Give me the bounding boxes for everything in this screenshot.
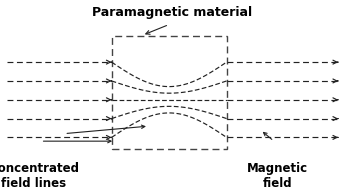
Text: Concentrated
field lines: Concentrated field lines <box>0 162 79 190</box>
Text: Paramagnetic material: Paramagnetic material <box>92 6 253 19</box>
Bar <box>112 36 227 149</box>
Text: Magnetic
field: Magnetic field <box>247 162 308 190</box>
